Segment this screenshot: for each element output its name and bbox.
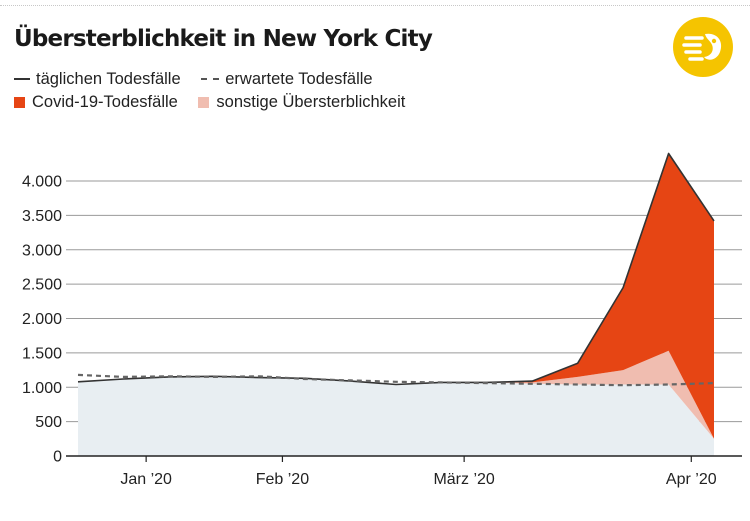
area-other-excess [78,350,714,439]
legend-item-other: sonstige Übersterblichkeit [198,93,405,112]
legend-label-expected: erwartete Todesfälle [225,69,373,88]
legend-swatch-other [198,97,210,108]
x-tick-label: Jan ’20 [120,471,172,488]
y-tick-label: 2.500 [22,277,62,294]
y-tick-label: 500 [35,414,62,431]
chart-title: Übersterblichkeit in New York City [14,26,433,52]
legend-item-actual: täglichen Todesfälle [14,70,181,89]
y-tick-label: 2.000 [22,311,62,328]
legend-label-actual: täglichen Todesfälle [36,69,181,88]
top-divider [0,5,750,6]
y-tick-label: 1.500 [22,345,62,362]
x-tick-label: Feb ’20 [256,471,309,488]
y-tick-label: 3.000 [22,242,62,259]
legend-item-covid: Covid-19-Todesfälle [14,93,178,112]
y-tick-label: 0 [53,449,62,466]
legend-swatch-covid [14,97,25,108]
x-tick-label: Apr ’20 [666,471,717,488]
legend-label-covid: Covid-19-Todesfälle [32,93,178,111]
legend-swatch-dashed-line [201,78,220,80]
area-baseline-deaths [78,376,714,456]
y-tick-label: 1.000 [22,380,62,397]
series-line-actual [77,152,715,386]
x-tick-label: März ’20 [433,471,494,488]
y-tick-label: 4.000 [22,174,62,191]
legend-row-lines: täglichen Todesfälle erwartete Todesfäll… [14,66,389,89]
legend-label-other: sonstige Übersterblichkeit [216,93,406,111]
legend-item-expected: erwartete Todesfälle [201,69,373,89]
legend-row-areas: Covid-19-Todesfälle sonstige Übersterbli… [14,93,421,113]
legend-swatch-solid-line [14,78,30,80]
y-tick-label: 3.500 [22,208,62,225]
publisher-logo-icon [673,17,733,77]
series-line-expected [77,373,715,387]
